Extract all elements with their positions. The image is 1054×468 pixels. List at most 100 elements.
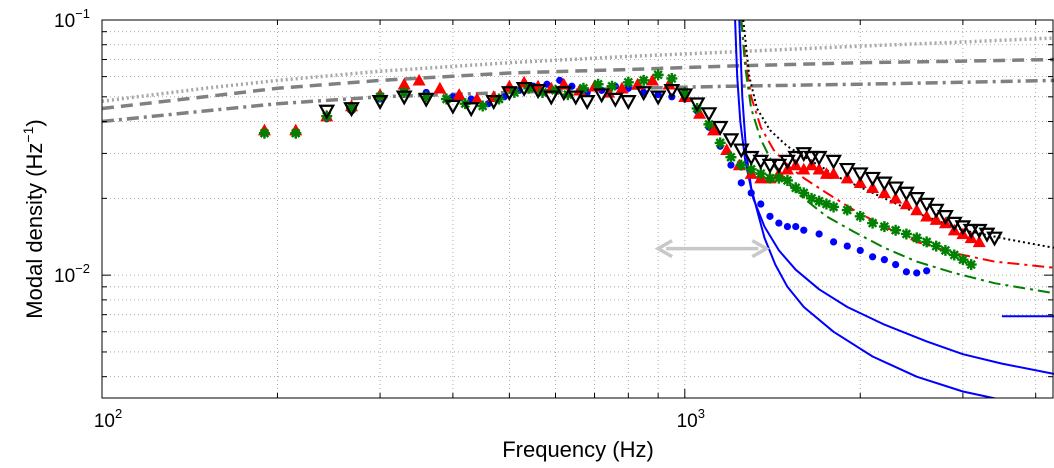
data-point-triangle-up xyxy=(645,73,659,86)
data-point-dot xyxy=(800,226,808,234)
data-point-asterisk xyxy=(638,74,650,86)
x-axis-title: Frequency (Hz) xyxy=(502,437,654,462)
data-point-asterisk xyxy=(606,80,618,92)
data-point-triangle-down xyxy=(542,90,560,106)
x-tick-label: 103 xyxy=(677,406,705,432)
data-point-dot xyxy=(880,256,888,264)
data-point-triangle-up xyxy=(889,191,903,204)
data-point-triangle-up xyxy=(452,88,466,100)
range-arrow-head-right xyxy=(751,239,770,259)
data-point-dot xyxy=(737,179,745,187)
data-point-triangle-down xyxy=(485,95,503,111)
data-point-triangle-up xyxy=(929,213,943,225)
data-point-asterisk xyxy=(592,78,604,90)
data-point-triangle-down xyxy=(343,102,360,118)
data-point-asterisk xyxy=(550,84,562,96)
data-point-asterisk xyxy=(965,259,977,271)
plot-frame xyxy=(101,19,1054,399)
data-point-asterisk xyxy=(900,228,912,240)
data-point-triangle-down xyxy=(500,86,518,102)
data-point-asterisk xyxy=(948,249,960,261)
data-point-triangle-down xyxy=(593,88,611,104)
data-point-triangle-up xyxy=(972,235,986,248)
data-point-triangle-down xyxy=(318,104,336,120)
data-point-asterisk xyxy=(622,76,634,88)
grid xyxy=(102,20,1054,398)
data-point-asterisk xyxy=(562,89,574,101)
data-point-dot xyxy=(856,246,864,255)
data-point-asterisk xyxy=(508,86,520,98)
model-curve-black-dotted xyxy=(742,20,1054,249)
data-point-dot xyxy=(783,222,792,231)
data-point-triangle-up xyxy=(502,79,516,92)
data-point-triangle-up xyxy=(706,123,720,136)
y-axis-title-close: ) xyxy=(22,119,47,126)
data-point-dot xyxy=(829,238,838,246)
data-point-triangle-up xyxy=(910,203,924,216)
data-point-asterisk xyxy=(930,240,942,252)
data-point-triangle-down xyxy=(838,162,856,179)
data-point-dot xyxy=(757,200,765,208)
model-curve-gray-dashed xyxy=(102,57,1054,111)
data-point-asterisk xyxy=(745,163,757,175)
y-axis-title-main: Modal density (Hz xyxy=(22,143,47,319)
data-point-triangle-down xyxy=(825,154,842,170)
data-point-asterisk xyxy=(537,86,549,98)
model-curve-lightgray-dotted xyxy=(102,36,1054,104)
x-tick-label: 102 xyxy=(94,406,122,432)
data-point-dot xyxy=(892,260,900,269)
data-point-triangle-down xyxy=(887,181,904,197)
data-point-dot xyxy=(792,222,800,231)
data-point-asterisk xyxy=(420,91,432,103)
data-point-triangle-up xyxy=(693,107,707,119)
data-point-asterisk xyxy=(798,187,810,199)
data-point-asterisk xyxy=(477,100,489,112)
data-point-asterisk xyxy=(346,102,358,114)
data-point-triangle-down xyxy=(417,92,435,108)
data-point-triangle-down xyxy=(515,81,533,98)
model-curve-blue-solid xyxy=(734,20,1054,375)
data-point-asterisk xyxy=(577,82,589,94)
y-axis-title: Modal density (Hz−1) xyxy=(20,119,47,318)
data-point-dot xyxy=(843,242,851,250)
data-point-triangle-down xyxy=(851,167,869,183)
data-point-triangle-up xyxy=(812,162,826,175)
data-point-asterisk xyxy=(813,195,825,207)
axis-ticks xyxy=(101,19,1053,398)
data-point-triangle-down xyxy=(649,90,667,106)
annotations xyxy=(654,239,770,259)
model-curves xyxy=(102,20,1054,398)
data-point-triangle-down xyxy=(619,95,637,111)
data-point-triangle-down xyxy=(688,97,706,113)
data-point-triangle-up xyxy=(899,197,913,210)
data-point-triangle-down xyxy=(986,231,1003,247)
data-point-asterisk xyxy=(764,172,776,184)
data-point-triangle-down xyxy=(732,143,750,159)
data-point-dot xyxy=(923,267,931,275)
data-point-triangle-up xyxy=(877,186,891,199)
data-point-asterisk xyxy=(735,159,747,171)
y-axis-title-sup: −1 xyxy=(20,126,36,142)
data-point-triangle-down xyxy=(663,84,681,100)
y-tick-label: 10−1 xyxy=(54,6,90,32)
model-curve-red-dashdot xyxy=(740,20,1054,269)
data-point-triangle-down xyxy=(700,107,718,123)
model-curve-green-dashdot xyxy=(740,20,1054,295)
data-point-triangle-down xyxy=(395,90,413,106)
data-point-asterisk xyxy=(854,210,866,222)
data-point-asterisk xyxy=(841,204,853,216)
data-point-triangle-down xyxy=(555,86,573,102)
data-point-triangle-down xyxy=(770,158,788,174)
data-point-dot xyxy=(654,91,662,99)
data-point-triangle-down xyxy=(779,154,796,170)
data-point-asterisk xyxy=(878,221,890,233)
data-point-asterisk xyxy=(911,232,923,244)
data-point-triangle-down xyxy=(529,84,547,100)
data-point-dot xyxy=(775,219,783,227)
data-point-asterisk xyxy=(755,168,767,180)
data-point-triangle-up xyxy=(920,209,934,222)
data-point-asterisk xyxy=(828,201,840,213)
measured-markers xyxy=(257,69,1003,277)
data-point-triangle-down xyxy=(567,90,585,106)
